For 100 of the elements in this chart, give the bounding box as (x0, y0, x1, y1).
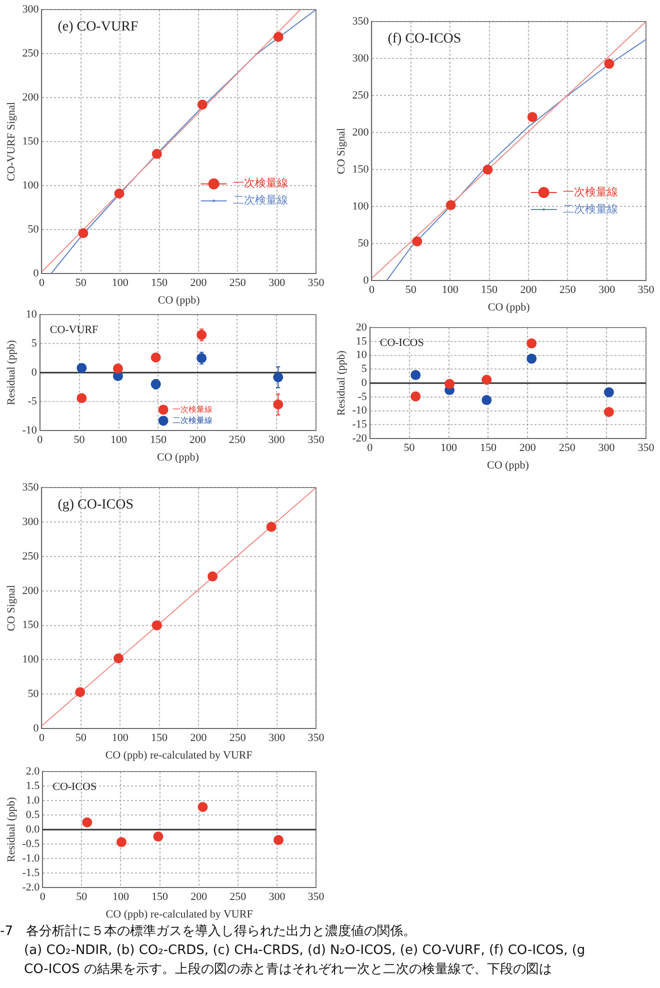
y-axis-title: Residual (ppb) (335, 350, 348, 416)
x-tick-label: 200 (189, 434, 206, 446)
x-tick-label: 100 (440, 442, 458, 454)
text: CO-ICOS (380, 336, 424, 349)
x-tick-label: 250 (228, 434, 246, 446)
point (604, 58, 614, 69)
legend-label: 一次検量線 (562, 185, 618, 198)
x-tick-label: 50 (404, 442, 416, 454)
legend-label: 二次検量線 (232, 194, 288, 207)
x-tick-label: 50 (74, 434, 86, 446)
point (604, 406, 614, 417)
x-tick-label: 50 (75, 277, 87, 290)
point (76, 393, 87, 404)
point (526, 338, 537, 348)
point (196, 330, 207, 340)
x-tick-label: 150 (151, 277, 168, 290)
point (604, 387, 614, 398)
x-tick-label: 200 (190, 891, 208, 904)
x-tick-label: 250 (559, 284, 576, 296)
x-tick-label: 150 (480, 442, 497, 454)
point (116, 837, 127, 848)
point (274, 835, 284, 846)
point (273, 400, 284, 410)
y-tick-label: 50 (28, 223, 40, 236)
point (152, 620, 162, 630)
y-tick-label: 150 (352, 163, 370, 176)
y-tick-label: 0 (31, 366, 38, 378)
point (410, 370, 421, 380)
point (526, 354, 537, 364)
y-tick-label: 100 (22, 179, 40, 192)
x-tick-label: 350 (308, 277, 325, 290)
text: CO-VURF (50, 324, 98, 336)
point (76, 362, 87, 373)
x-axis-title: CO (ppb) (487, 459, 530, 472)
x-axis-title: CO (ppb) re-calculated by VURF (105, 749, 252, 762)
y-tick-label: 300 (352, 52, 370, 64)
x-tick-label: 150 (481, 284, 498, 296)
x-tick-label: 200 (520, 284, 538, 296)
y-tick-label: 1.0 (26, 794, 40, 806)
point (412, 236, 422, 246)
point (114, 653, 124, 664)
text: CO-ICOS (52, 780, 97, 793)
point (196, 353, 207, 364)
y-tick-label: 250 (22, 550, 40, 562)
y-tick-label: 0.0 (26, 823, 40, 836)
y-tick-label: 250 (22, 47, 40, 60)
y-tick-label: 20 (356, 321, 368, 334)
y-tick-label: 150 (22, 135, 40, 148)
x-tick-label: 350 (308, 732, 325, 744)
x-tick-label: 250 (230, 891, 247, 904)
y-tick-label: 250 (352, 89, 370, 102)
point (75, 687, 86, 698)
y-tick-label: 300 (22, 516, 40, 528)
text: -7 各分析計に５本の標準ガスを導入し得られた出力と濃度値の関係。 (0, 923, 417, 941)
x-axis-title: CO (ppb) (158, 294, 200, 306)
y-tick-label: -10 (352, 404, 368, 417)
point (273, 32, 284, 42)
y-tick-label: 5 (31, 337, 38, 350)
legend-label: 二次検量線 (562, 202, 618, 216)
point (152, 148, 162, 159)
y-tick-label: -1.0 (22, 852, 40, 864)
y-tick-label: 350 (352, 15, 370, 28)
x-tick-label: 300 (268, 732, 286, 744)
text: (a) CO₂-NDIR, (b) CO₂-CRDS, (c) CH₄-CRDS, (d) N₂O-ICOS, (e) CO-VURF, (f) CO-ICOS, (g (23, 942, 586, 960)
point (273, 372, 284, 382)
x-tick-label: 100 (442, 284, 459, 296)
x-tick-label: 100 (112, 277, 129, 290)
y-tick-label: 200 (22, 91, 40, 104)
y-tick-label: 10 (356, 349, 368, 362)
point (197, 100, 208, 110)
text: CO-ICOS の結果を示す。上段の図の赤と青はそれぞれ一次と二次の検量線で、下段の図は (23, 961, 553, 979)
text: (f) CO-ICOS (388, 31, 462, 46)
point (482, 374, 492, 385)
x-tick-label: 200 (519, 442, 536, 454)
x-axis-title: CO (ppb) (157, 451, 200, 464)
legend-label: 一次検量線 (172, 404, 212, 414)
point (444, 378, 455, 389)
x-tick-label: 100 (112, 732, 129, 744)
point (410, 391, 421, 402)
point (114, 188, 124, 199)
x-tick-label: 100 (112, 891, 130, 904)
y-tick-label: -15 (352, 418, 368, 431)
point (78, 228, 88, 238)
y-tick-label: 300 (22, 3, 40, 16)
y-tick-label: 1.5 (26, 780, 40, 792)
y-tick-label: 100 (22, 654, 40, 666)
x-tick-label: 350 (638, 442, 655, 454)
x-tick-label: 300 (598, 442, 616, 454)
y-axis-title: CO Signal (335, 128, 348, 174)
x-tick-label: 300 (598, 284, 616, 296)
point (446, 200, 456, 210)
y-tick-label: -5 (358, 390, 368, 403)
x-tick-label: 300 (268, 434, 286, 446)
y-tick-label: 200 (352, 126, 370, 138)
text: (g) CO-ICOS (58, 497, 134, 512)
point (482, 164, 493, 175)
x-tick-label: 350 (638, 284, 655, 296)
x-axis-title: CO (ppb) (488, 301, 530, 314)
y-tick-label: 0 (33, 267, 40, 280)
y-tick-label: 5 (361, 363, 368, 376)
